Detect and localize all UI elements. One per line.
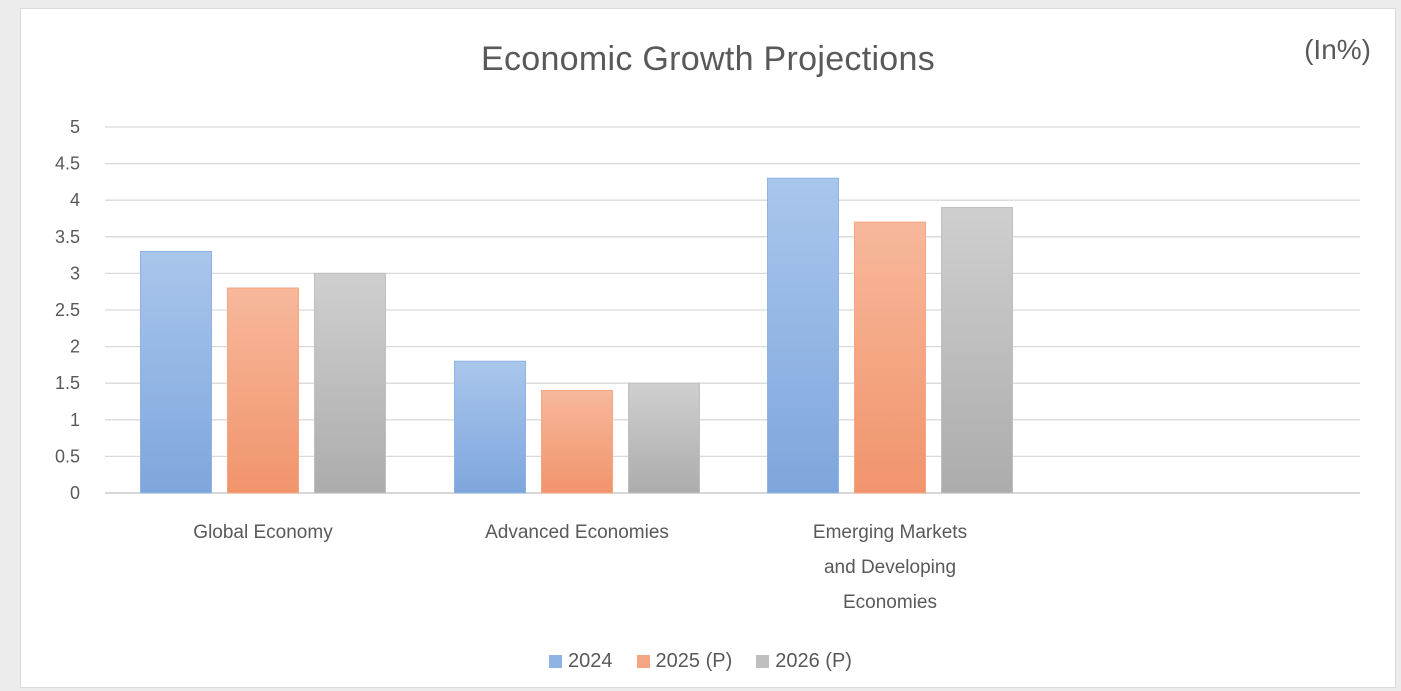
- y-tick-label: 5: [70, 117, 80, 137]
- x-category-label: Global Economy: [193, 522, 333, 543]
- legend-item: 2025 (P): [636, 650, 733, 673]
- legend: 2024 2025 (P) 2026 (P): [0, 650, 1401, 673]
- y-tick-label: 4.5: [55, 154, 80, 174]
- legend-label: 2025 (P): [655, 650, 733, 672]
- y-tick-label: 3.5: [55, 227, 80, 247]
- bar-2026-p--2: [941, 207, 1013, 494]
- legend-label: 2024: [568, 650, 613, 672]
- x-category-label: Emerging Markets and Developing Economies: [813, 522, 967, 613]
- bar-2025-p--0: [227, 287, 299, 494]
- legend-swatch: [756, 655, 770, 668]
- x-category-label: Advanced Economies: [485, 522, 669, 543]
- y-tick-label: 4: [70, 190, 80, 210]
- legend-swatch: [636, 655, 650, 668]
- y-tick-label: 3: [70, 263, 80, 283]
- bars: [140, 177, 1013, 494]
- y-tick-label: 0.5: [55, 446, 80, 466]
- chart-title: Economic Growth Projections: [480, 40, 936, 78]
- y-tick-label: 2.5: [55, 300, 80, 320]
- y-tick-label: 0: [70, 483, 80, 503]
- bar-2024-0: [140, 250, 212, 494]
- bar-2025-p--1: [541, 390, 613, 494]
- bar-2026-p--1: [628, 382, 700, 494]
- y-tick-label: 2: [70, 337, 80, 357]
- x-axis-labels: Global Economy Advanced Economies Emerging…: [193, 522, 967, 613]
- y-axis-ticks: 0 0.5 1 1.5 2 2.5 3 3.5 4 4.5 5: [55, 117, 80, 503]
- y-tick-label: 1.5: [55, 373, 80, 393]
- bar-2024-1: [454, 360, 526, 494]
- y-tick-label: 1: [70, 410, 80, 430]
- legend-label: 2026 (P): [775, 650, 852, 672]
- unit-label: (In%): [1304, 34, 1371, 65]
- bar-2025-p--2: [854, 221, 926, 494]
- legend-swatch: [549, 655, 563, 668]
- legend-item: 2026 (P): [756, 650, 852, 673]
- bar-2024-2: [767, 177, 839, 494]
- bar-2026-p--0: [314, 272, 386, 494]
- legend-item: 2024: [549, 650, 613, 673]
